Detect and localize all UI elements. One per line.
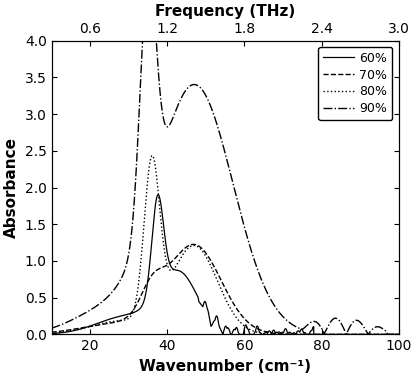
60% [156, 192, 161, 197]
90% [89, 307, 94, 312]
80% [89, 324, 94, 328]
60% [49, 332, 54, 336]
70% [89, 324, 94, 328]
60% [352, 332, 357, 337]
80% [150, 153, 155, 158]
60% [89, 324, 94, 328]
80% [396, 332, 401, 337]
90% [197, 85, 202, 90]
60% [228, 332, 233, 337]
60% [389, 332, 394, 337]
70% [49, 330, 54, 335]
60% [109, 316, 114, 321]
90% [396, 332, 401, 337]
60% [197, 301, 202, 305]
80% [109, 319, 114, 324]
70% [396, 332, 401, 337]
X-axis label: Wavenumber (cm⁻¹): Wavenumber (cm⁻¹) [139, 359, 311, 374]
Line: 70%: 70% [52, 245, 399, 335]
70% [389, 332, 394, 337]
X-axis label: Frequency (THz): Frequency (THz) [155, 4, 295, 19]
Legend: 60%, 70%, 80%, 90%: 60%, 70%, 80%, 90% [318, 47, 392, 120]
70% [197, 245, 202, 249]
80% [197, 246, 202, 251]
70% [109, 321, 114, 325]
Y-axis label: Absorbance: Absorbance [4, 137, 19, 238]
90% [352, 319, 357, 323]
60% [182, 273, 187, 277]
70% [191, 242, 196, 247]
80% [389, 332, 394, 337]
Line: 80%: 80% [52, 155, 399, 335]
Line: 90%: 90% [52, 0, 399, 335]
90% [109, 290, 114, 295]
80% [49, 331, 54, 336]
90% [389, 332, 394, 337]
90% [49, 326, 54, 330]
Line: 60%: 60% [52, 195, 399, 335]
80% [352, 332, 357, 337]
90% [182, 90, 187, 94]
60% [396, 332, 401, 337]
80% [182, 249, 187, 254]
70% [182, 246, 187, 251]
70% [352, 332, 357, 337]
